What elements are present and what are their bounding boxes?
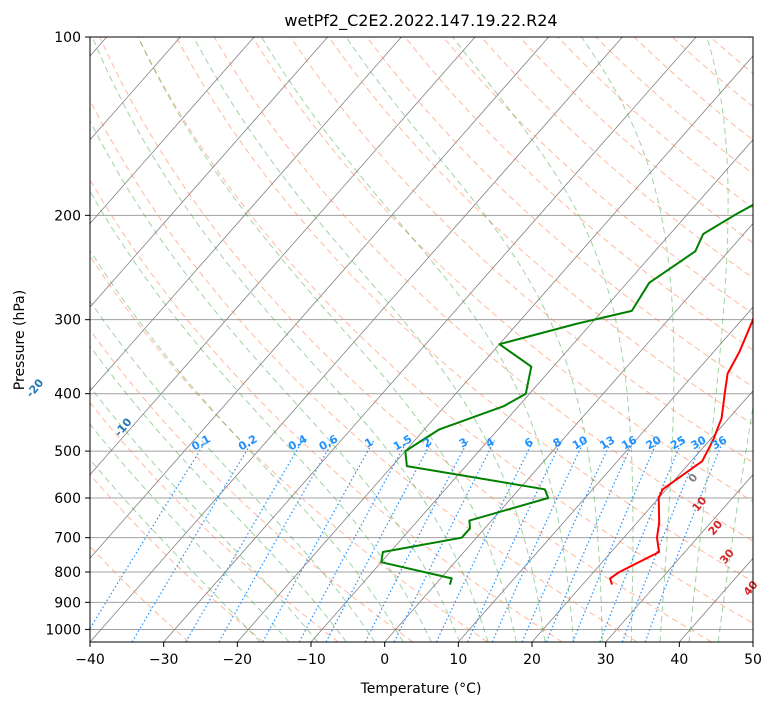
mixing-ratio-line: [545, 440, 634, 642]
moist-adiabat-line: [90, 345, 347, 642]
x-axis-label: Temperature (°C): [360, 681, 482, 697]
dry-adiabat-line: [328, 37, 753, 425]
dry-adiabat-line: [90, 401, 339, 642]
grid-layer: [90, 37, 753, 642]
isotherm-line: [236, 55, 753, 642]
x-axis-ticks: −40 −30 −20 −10 0 10 20 30 40 50: [75, 642, 762, 668]
isotherm-line: [90, 37, 476, 476]
moist-adiabat-line: [90, 458, 261, 642]
x-tick-label: −10: [296, 652, 326, 668]
dry-adiabat-line: [251, 37, 753, 503]
y-tick-label: 1000: [45, 622, 81, 638]
mixing-ratio-line: [491, 440, 585, 642]
mixing-ratio-line: [90, 440, 207, 630]
y-tick-label: 500: [54, 444, 81, 460]
mixing-ratio-line: [185, 440, 304, 642]
moist-adiabat-line: [90, 190, 432, 642]
plot-frame: [89, 36, 754, 643]
adiabat-layer: [90, 37, 753, 642]
x-tick-label: 20: [523, 652, 541, 668]
moist-adiabat-line: [581, 37, 675, 642]
dry-adiabat-line: [90, 473, 264, 642]
moist-adiabat-line: [345, 37, 603, 642]
dewpoint-profile-line: [380, 203, 753, 585]
dry-adiabat-line: [90, 545, 190, 642]
moist-adiabat-line: [90, 300, 376, 642]
y-tick-label: 100: [54, 30, 81, 46]
y-tick-label: 900: [54, 595, 81, 611]
x-tick-label: 40: [670, 652, 688, 668]
y-tick-label: 200: [54, 208, 81, 224]
moist-adiabat-line: [91, 37, 489, 642]
x-tick-label: −40: [75, 652, 105, 668]
moist-adiabat-line: [452, 37, 634, 642]
dry-adiabat-line: [90, 255, 488, 642]
dry-adiabat-line: [175, 37, 753, 583]
dry-adiabat-line: [90, 178, 563, 642]
mixing-ratio-line: [131, 440, 254, 642]
x-tick-label: −30: [149, 652, 179, 668]
isotherm-line: [90, 37, 402, 392]
moist-adiabat-line: [717, 403, 753, 642]
moist-adiabat-line: [90, 423, 290, 642]
moist-adiabat-line: [90, 249, 404, 642]
series-layer: [380, 203, 753, 585]
y-tick-label: 800: [54, 565, 81, 581]
moist-adiabat-line: [193, 37, 546, 642]
isotherm-line: [90, 37, 550, 559]
dry-adiabat-line: [90, 98, 638, 642]
dry-adiabat-line: [137, 37, 753, 624]
mixing-ratio-line: [393, 440, 496, 642]
x-tick-label: 10: [449, 652, 467, 668]
x-tick-label: 0: [380, 652, 389, 668]
x-tick-label: 50: [744, 652, 762, 668]
dry-adiabat-line: [99, 37, 712, 642]
y-tick-label: 400: [54, 387, 81, 403]
mixing-ratio-line: [218, 440, 334, 642]
isotherm-line: [457, 306, 753, 642]
mixing-ratio-line: [262, 440, 375, 642]
isotherm-line: [90, 37, 255, 225]
isotherm-line: [384, 222, 753, 642]
moist-adiabat-line: [688, 37, 729, 642]
y-tick-label: 300: [54, 313, 81, 329]
isotherm-line: [90, 37, 329, 308]
moist-adiabat-line: [261, 37, 575, 642]
mixing-ratio-line: [572, 440, 659, 642]
isotherm-line: [90, 37, 623, 642]
moist-adiabat-line: [137, 37, 517, 642]
dry-adiabat-line: [290, 37, 753, 464]
mixing-ratio-line: [298, 440, 408, 642]
isotherm-line: [605, 474, 753, 642]
isotherm-line: [90, 37, 181, 141]
dry-adiabat-line: [366, 37, 753, 388]
moist-adiabat-line: [90, 385, 319, 642]
x-tick-label: −20: [223, 652, 253, 668]
temperature-profile-line: [609, 314, 753, 585]
y-tick-label: 600: [54, 491, 81, 507]
isotherm-line: [163, 37, 697, 642]
isotherm-line: [531, 390, 753, 642]
y-tick-label: 700: [54, 531, 81, 547]
mixing-ratio-line: [521, 440, 612, 642]
y-axis-ticks: 100 200 300 400 500 600 700 800 900 1000: [45, 30, 90, 638]
y-axis-label: Pressure (hPa): [12, 290, 28, 390]
chart-title: wetPf2_C2E2.2022.147.19.22.R24: [284, 11, 557, 31]
mixing-ratio-layer: [90, 440, 724, 642]
moist-adiabat-line: [90, 119, 461, 642]
dry-adiabat-line: [90, 329, 414, 642]
x-tick-label: 30: [597, 652, 615, 668]
